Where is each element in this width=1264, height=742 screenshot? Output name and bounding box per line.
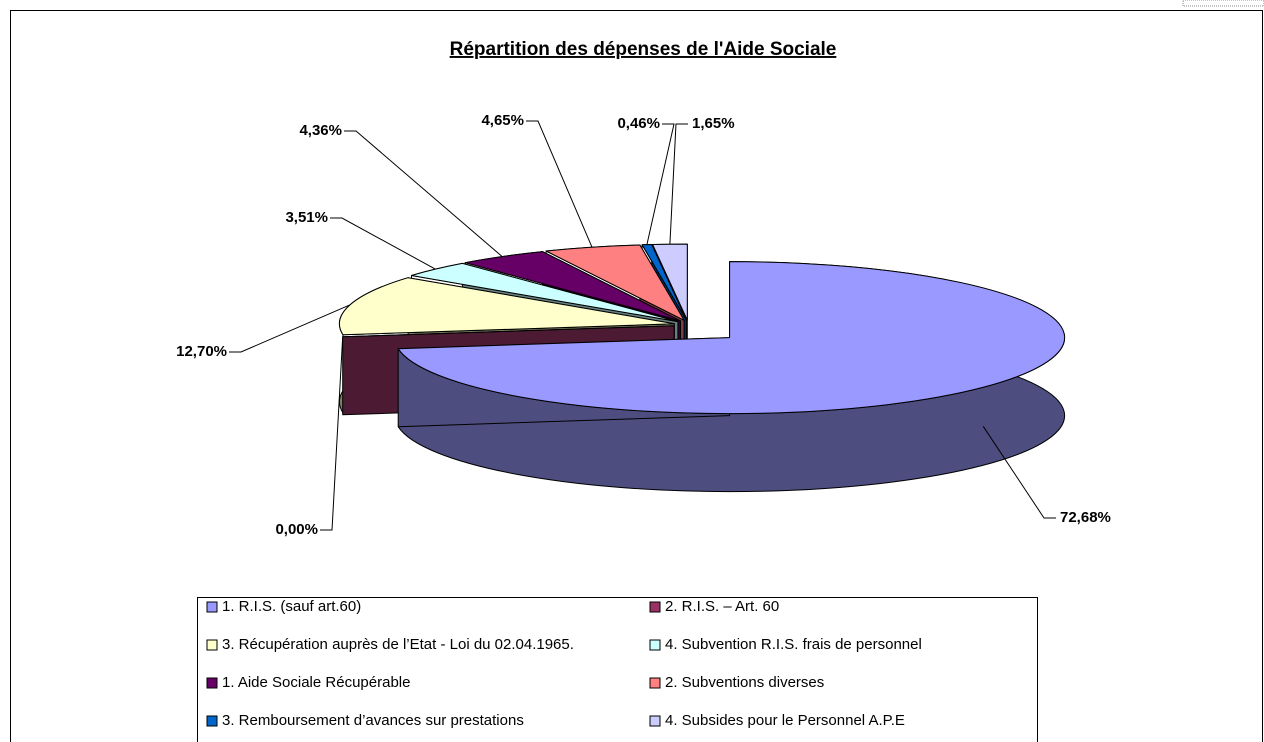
legend-swatch: [206, 677, 218, 689]
slice-top: [545, 244, 685, 321]
legend-label: 3. Récupération auprès de l’Etat - Loi d…: [222, 636, 574, 653]
legend-label: 1. R.I.S. (sauf art.60): [222, 598, 361, 615]
leader-line: [344, 130, 503, 257]
data-label: 72,68%: [1060, 509, 1111, 526]
data-label: 4,36%: [299, 122, 342, 139]
data-label: 0,00%: [275, 521, 318, 538]
leader-line: [982, 426, 1056, 519]
data-label: 4,65%: [481, 112, 524, 129]
slice-top: [464, 251, 681, 322]
leader-line: [229, 304, 351, 353]
legend-swatch: [649, 677, 661, 689]
leader-line: [669, 123, 688, 245]
legend-label: 3. Remboursement d’avances sur prestatio…: [222, 712, 524, 729]
chart-title: Répartition des dépenses de l'Aide Socia…: [450, 39, 837, 60]
slice: [397, 261, 1066, 493]
legend-swatch: [206, 715, 218, 727]
legend-label: 1. Aide Sociale Récupérable: [222, 674, 410, 691]
legend-label: 2. R.I.S. – Art. 60: [665, 598, 779, 615]
legend-swatch: [206, 639, 218, 651]
leader-line: [320, 336, 344, 531]
legend-swatch: [206, 601, 218, 613]
legend-swatch: [649, 715, 661, 727]
data-label: 12,70%: [176, 343, 227, 360]
legend-label: 2. Subventions diverses: [665, 674, 824, 691]
data-label: 1,65%: [692, 115, 735, 132]
leader-line: [646, 123, 675, 245]
slice-top: [397, 261, 1066, 415]
leader-line: [526, 120, 593, 248]
data-label: 0,46%: [617, 115, 660, 132]
leader-line: [330, 217, 436, 270]
slice-top: [411, 262, 679, 323]
legend-box: [197, 597, 1038, 742]
slice-top: [338, 277, 675, 336]
legend-label: 4. Subsides pour le Personnel A.P.E: [665, 712, 905, 729]
legend-swatch: [649, 601, 661, 613]
data-label: 3,51%: [285, 209, 328, 226]
legend-label: 4. Subvention R.I.S. frais de personnel: [665, 636, 922, 653]
legend-swatch: [649, 639, 661, 651]
corner-handle: [1182, 0, 1264, 7]
